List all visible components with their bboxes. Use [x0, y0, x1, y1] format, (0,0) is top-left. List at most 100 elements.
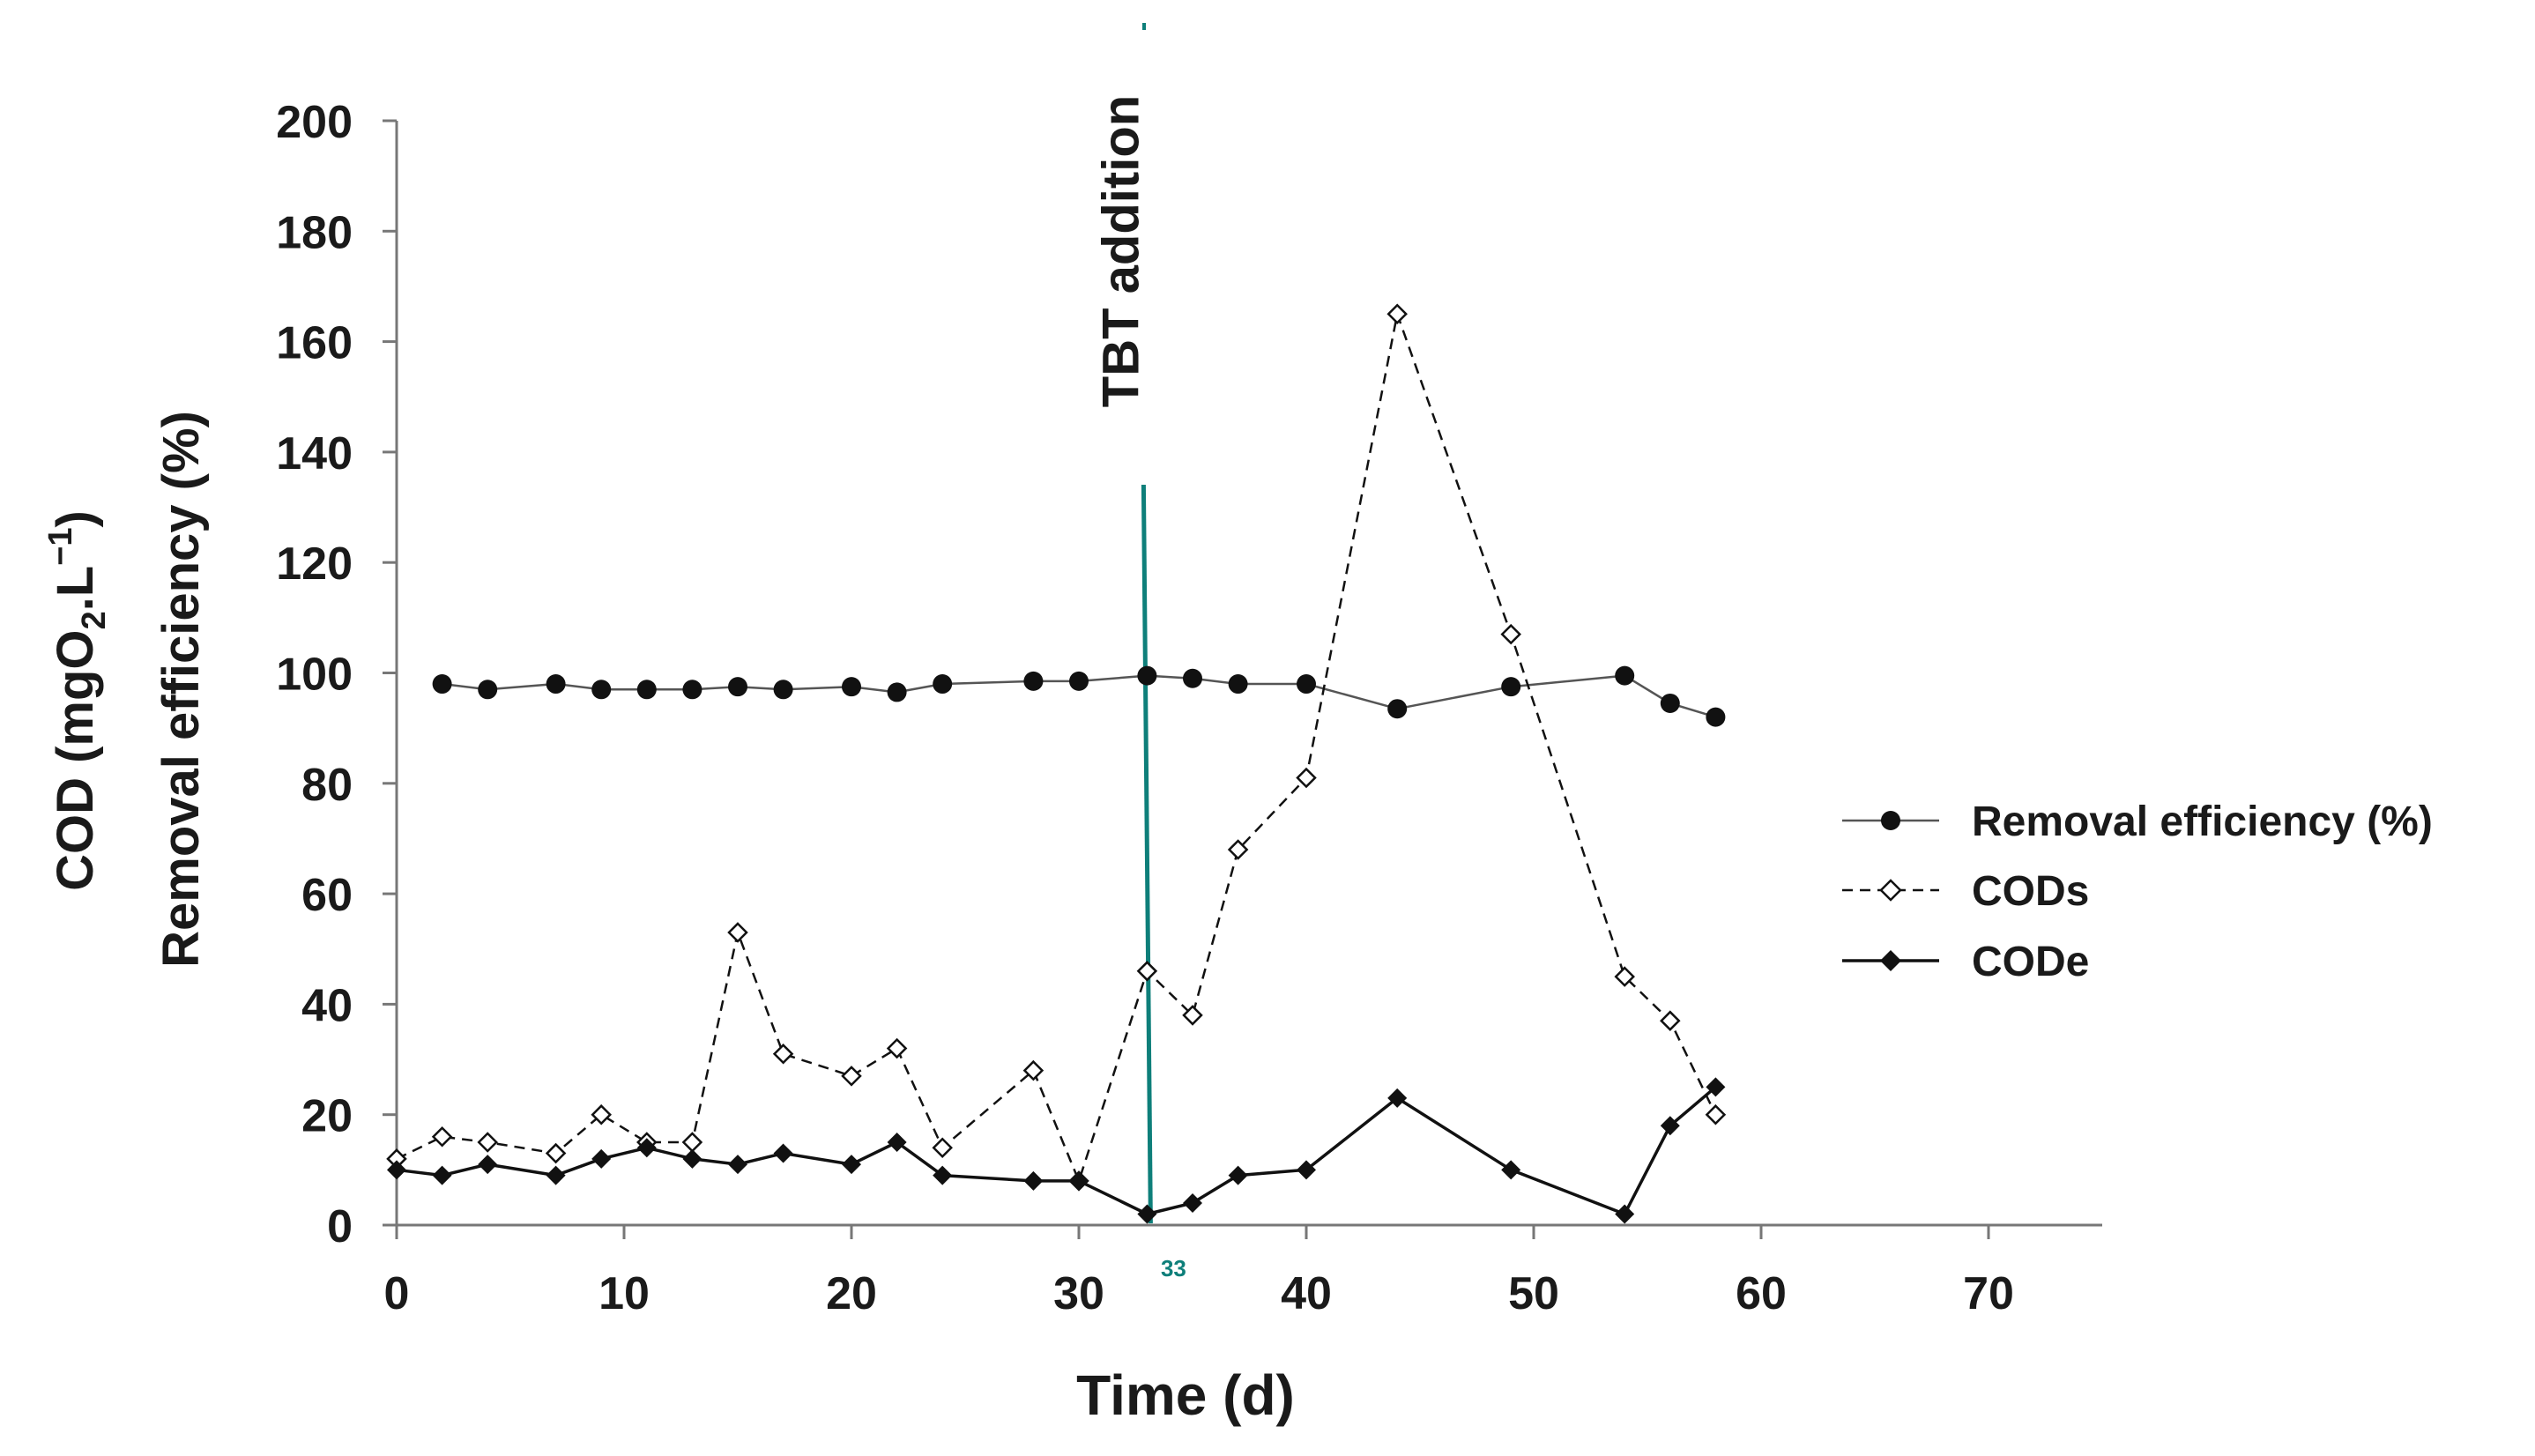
data-point: [387, 1160, 406, 1180]
y-tick-label: 200: [276, 97, 353, 148]
data-point: [887, 682, 907, 702]
data-point: [1183, 1192, 1202, 1213]
data-point: [1615, 1204, 1635, 1224]
data-point: [727, 922, 748, 943]
x-axis-title: Time (d): [1076, 1363, 1295, 1427]
data-point: [1069, 1170, 1089, 1191]
data-point: [1660, 693, 1680, 713]
data-point: [478, 1155, 498, 1175]
data-point: [728, 677, 747, 697]
data-point: [545, 1142, 567, 1164]
series-code: [387, 1077, 1726, 1224]
series-removal-efficiency: [432, 665, 1726, 727]
data-point: [591, 1148, 612, 1169]
y-axis-title-line2: Removal efficiency (%): [152, 411, 210, 968]
data-point: [1023, 1170, 1044, 1191]
tbt-annotation: TBT addition 33: [1092, 23, 1186, 1281]
data-point: [1182, 1005, 1203, 1026]
data-point: [546, 674, 566, 695]
legend-item-code: CODe: [1842, 939, 2089, 985]
data-point: [933, 1165, 953, 1185]
y-tick-label: 140: [276, 428, 353, 479]
data-point: [682, 680, 703, 700]
data-point: [1387, 1088, 1408, 1108]
data-point: [1660, 1116, 1680, 1136]
y-tick-label: 20: [301, 1091, 353, 1142]
y-tick-label: 60: [301, 870, 353, 921]
x-tick-label: 30: [1053, 1268, 1104, 1319]
data-point: [773, 680, 793, 700]
y-tick-label: 0: [327, 1201, 353, 1252]
data-point: [1069, 671, 1089, 691]
data-point: [772, 1044, 794, 1065]
data-point: [773, 1143, 793, 1163]
data-point: [1022, 1059, 1044, 1081]
data-point: [842, 1155, 861, 1175]
x-tick-label: 10: [598, 1268, 650, 1319]
x-tick-label: 50: [1508, 1268, 1559, 1319]
data-point: [1023, 671, 1044, 691]
data-point: [1501, 677, 1521, 697]
legend-label-code: CODe: [1972, 939, 2089, 985]
y-tick-label: 180: [276, 207, 353, 258]
data-point: [1615, 665, 1635, 686]
y-tick-label: 120: [276, 539, 353, 590]
data-point: [1386, 303, 1408, 325]
data-point: [1614, 966, 1635, 987]
tbt-annotation-x-label: 33: [1161, 1255, 1186, 1281]
data-point: [728, 1155, 747, 1175]
y-tick-label: 40: [301, 980, 353, 1031]
x-tick-label: 60: [1736, 1268, 1787, 1319]
tbt-annotation-label: TBT addition: [1092, 95, 1149, 407]
data-point: [1297, 674, 1316, 695]
data-point: [1228, 1165, 1248, 1185]
x-tick-label: 70: [1963, 1268, 2014, 1319]
data-point: [1136, 961, 1158, 982]
legend-marker-removal-efficiency: [1881, 811, 1900, 830]
data-point: [1706, 1077, 1726, 1097]
data-point: [1227, 839, 1249, 860]
data-point: [1228, 674, 1248, 695]
legend: Removal efficiency (%) CODs CODe: [1842, 799, 2433, 985]
data-point: [841, 1066, 862, 1087]
data-point: [1137, 1204, 1157, 1224]
series-line-code: [396, 1086, 1717, 1216]
series-layer: [386, 303, 1727, 1224]
data-point: [1387, 699, 1408, 719]
data-point: [887, 1133, 907, 1153]
data-point: [1296, 767, 1317, 789]
legend-label-removal-efficiency: Removal efficiency (%): [1972, 799, 2433, 845]
y-tick-label: 100: [276, 650, 353, 701]
legend-label-cods: CODs: [1972, 868, 2089, 915]
y-axis-title-line1: COD (mgO2.L−1): [42, 510, 113, 891]
data-point: [431, 1125, 453, 1148]
legend-marker-cods: [1879, 879, 1902, 902]
x-tick-label: 40: [1281, 1268, 1332, 1319]
y-tick-label: 80: [301, 760, 353, 811]
data-point: [1660, 1010, 1681, 1031]
data-point: [477, 1132, 498, 1153]
legend-marker-code: [1880, 950, 1901, 971]
axes: [395, 121, 2102, 1227]
data-point: [1137, 665, 1157, 686]
data-point: [682, 1148, 703, 1169]
tbt-annotation-line: [1141, 484, 1153, 1224]
series-cods: [386, 303, 1727, 1192]
data-point: [932, 1137, 953, 1159]
data-point: [1705, 1103, 1727, 1125]
data-point: [681, 1132, 703, 1153]
legend-item-removal-efficiency: Removal efficiency (%): [1842, 799, 2433, 845]
data-point: [886, 1037, 908, 1059]
x-tick-label: 0: [384, 1268, 410, 1319]
data-point: [432, 1165, 452, 1185]
data-point: [1297, 1160, 1316, 1180]
data-point: [546, 1165, 566, 1185]
data-point: [1183, 668, 1202, 688]
series-line-removal-efficiency: [442, 674, 1716, 718]
ticks: 0 20 40 60 80 100 120 140 160 180 200 0 10 20 30 40 50 60…: [276, 97, 2014, 1319]
x-tick-label: 20: [826, 1268, 877, 1319]
data-point: [591, 680, 612, 700]
y-tick-label: 160: [276, 318, 353, 369]
data-point: [1706, 707, 1726, 727]
